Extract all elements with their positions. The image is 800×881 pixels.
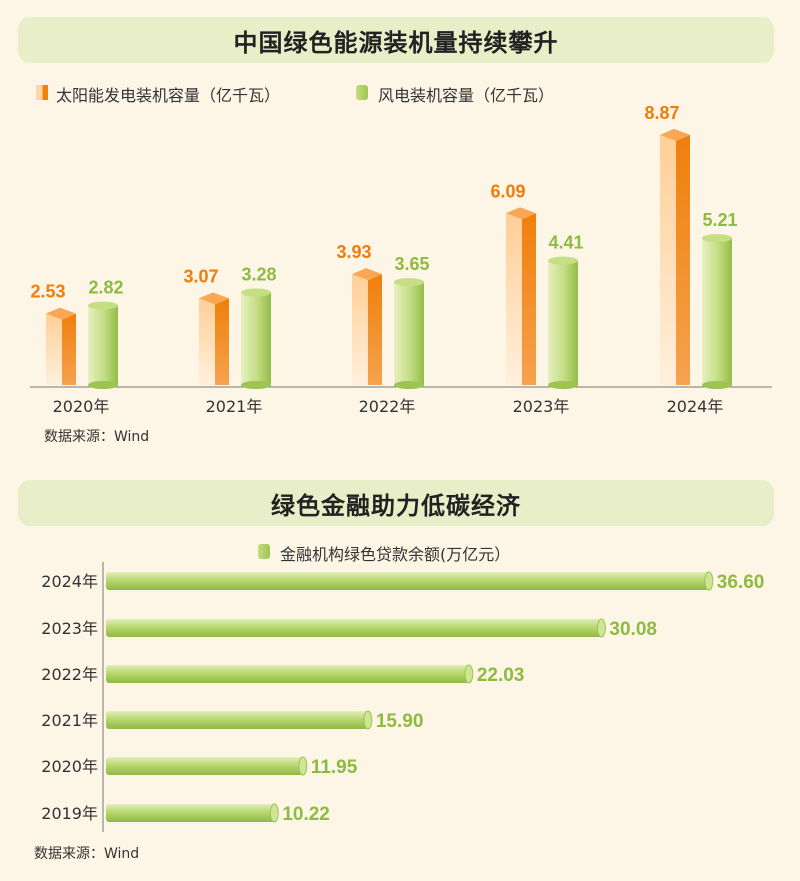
wind-value-label: 5.21 bbox=[702, 210, 737, 230]
chart2-source-note: 数据来源：Wind bbox=[34, 846, 140, 862]
x-tick-label: 2024年 bbox=[667, 397, 724, 416]
solar-bar-side bbox=[62, 313, 76, 385]
solar-value-label: 8.87 bbox=[644, 103, 679, 123]
wind-bar-top bbox=[702, 234, 732, 243]
loan-bar bbox=[106, 804, 275, 822]
wind-bar-base bbox=[241, 381, 271, 389]
loan-bar-cap bbox=[704, 571, 714, 591]
solar-bar-top bbox=[46, 307, 76, 320]
wind-bar-top bbox=[394, 278, 424, 287]
wind-bar-body bbox=[702, 238, 732, 385]
y-tick-label: 2021年 bbox=[41, 711, 98, 730]
chart1-title: 中国绿色能源装机量持续攀升 bbox=[18, 17, 774, 63]
wind-bar-base bbox=[88, 381, 118, 389]
solar-bar-front bbox=[46, 313, 62, 385]
wind-value-label: 2.82 bbox=[88, 277, 123, 297]
wind-legend-swatch bbox=[356, 85, 368, 100]
loan-value-label: 30.08 bbox=[609, 619, 657, 640]
loan-value-label: 22.03 bbox=[477, 665, 525, 686]
loan-bar bbox=[106, 757, 303, 775]
loan-bar-cap bbox=[269, 803, 279, 823]
wind-legend-label: 风电装机容量（亿千瓦） bbox=[378, 86, 555, 105]
solar-legend-label: 太阳能发电装机容量（亿千瓦） bbox=[56, 86, 281, 105]
wind-value-label: 3.28 bbox=[241, 265, 276, 285]
solar-value-label: 3.07 bbox=[183, 266, 218, 286]
loan-legend-label: 金融机构绿色贷款余额(万亿元） bbox=[280, 545, 511, 564]
loan-bar-cap bbox=[464, 664, 474, 684]
loan-value-label: 11.95 bbox=[311, 757, 358, 778]
y-tick-label: 2024年 bbox=[41, 572, 98, 591]
wind-value-label: 3.65 bbox=[394, 254, 429, 274]
wind-bar-body bbox=[548, 260, 578, 385]
x-tick-label: 2022年 bbox=[359, 397, 416, 416]
chart1-legend-wind: 风电装机容量（亿千瓦） bbox=[356, 82, 554, 106]
solar-bar-top bbox=[506, 207, 536, 220]
loan-bar bbox=[106, 619, 602, 637]
wind-bar-base bbox=[548, 381, 578, 389]
loan-bar bbox=[106, 711, 368, 729]
solar-bar-front bbox=[506, 213, 522, 385]
solar-bar-front bbox=[352, 274, 368, 385]
loan-value-label: 36.60 bbox=[717, 572, 765, 593]
loan-bar-cap bbox=[298, 756, 308, 776]
wind-bar-base bbox=[702, 381, 732, 389]
loan-bar-cap bbox=[363, 710, 373, 730]
chart1-source-note: 数据来源：Wind bbox=[44, 429, 150, 445]
y-tick-label: 2023年 bbox=[41, 619, 98, 638]
loan-value-label: 15.90 bbox=[376, 711, 424, 732]
loan-bar bbox=[106, 665, 469, 683]
chart1-legend: 太阳能发电装机容量（亿千瓦） bbox=[36, 82, 280, 106]
loan-legend-swatch bbox=[258, 544, 270, 559]
solar-bar-side bbox=[676, 134, 690, 385]
solar-legend-swatch bbox=[36, 85, 48, 100]
x-tick-label: 2021年 bbox=[206, 397, 263, 416]
solar-bar-top bbox=[199, 292, 229, 305]
y-tick-label: 2019年 bbox=[41, 804, 98, 823]
chart2-title: 绿色金融助力低碳经济 bbox=[18, 480, 774, 526]
solar-value-label: 6.09 bbox=[490, 181, 525, 201]
wind-bar-top bbox=[88, 301, 118, 310]
solar-bar-side bbox=[522, 213, 536, 385]
solar-value-label: 2.53 bbox=[30, 282, 65, 302]
y-tick-label: 2022年 bbox=[41, 665, 98, 684]
solar-bar-top bbox=[352, 268, 382, 281]
solar-value-label: 3.93 bbox=[336, 242, 371, 262]
solar-bar-side bbox=[215, 298, 229, 385]
solar-bar-side bbox=[368, 274, 382, 385]
loan-bar-cap bbox=[596, 618, 606, 638]
x-tick-label: 2020年 bbox=[53, 397, 110, 416]
wind-bar-body bbox=[394, 282, 424, 385]
solar-bar-top bbox=[660, 128, 690, 141]
y-tick-label: 2020年 bbox=[41, 757, 98, 776]
chart2-legend: 金融机构绿色贷款余额(万亿元） bbox=[258, 541, 510, 565]
solar-bar-front bbox=[199, 298, 215, 385]
loan-value-label: 10.22 bbox=[282, 804, 330, 825]
wind-bar-body bbox=[241, 292, 271, 385]
loan-bar bbox=[106, 572, 709, 590]
energy-capacity-chart: 2.53 2.82 2020年 3.07 3.28 2021年 3.93 3.65 2022年 6… bbox=[30, 103, 772, 416]
wind-bar-body bbox=[88, 305, 118, 385]
wind-bar-top bbox=[241, 288, 271, 297]
x-tick-label: 2023年 bbox=[513, 397, 570, 416]
wind-bar-top bbox=[548, 256, 578, 265]
solar-bar-front bbox=[660, 134, 676, 385]
wind-bar-base bbox=[394, 381, 424, 389]
wind-value-label: 4.41 bbox=[548, 233, 583, 253]
